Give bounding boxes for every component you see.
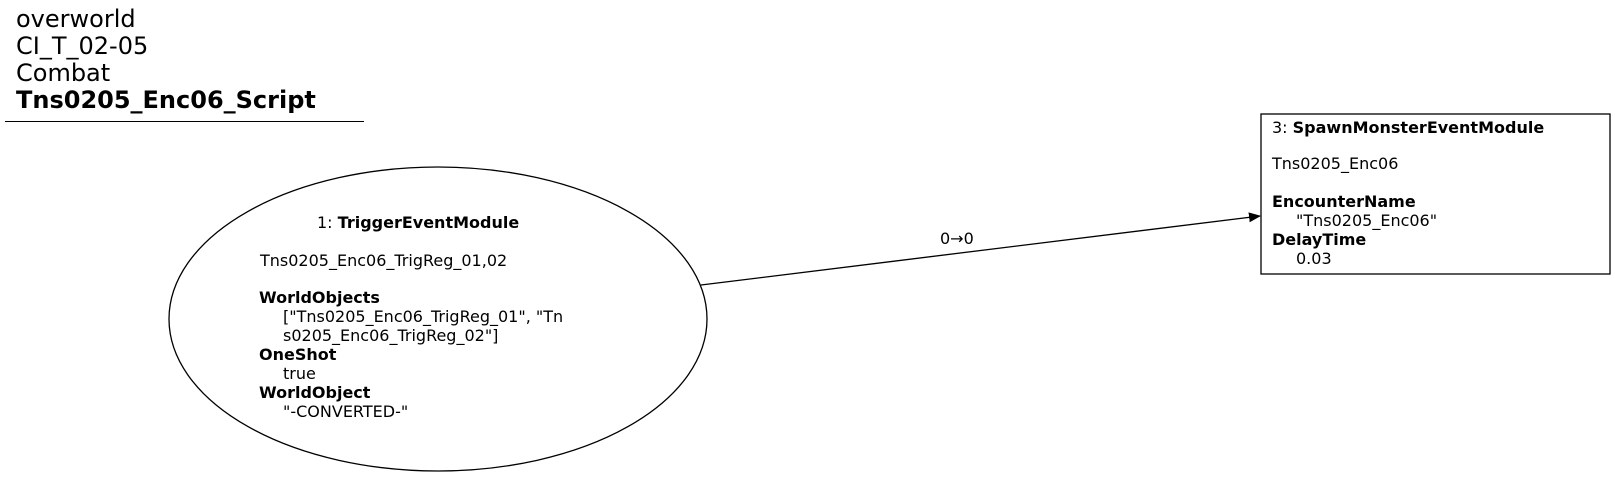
node-3-prop-key: DelayTime: [1272, 230, 1367, 249]
title-area: CI_T_02-05: [16, 32, 149, 60]
edge-label: 0→0: [940, 229, 974, 248]
node-3-box[interactable]: [1260, 113, 1611, 275]
title-script: Tns0205_Enc06_Script: [16, 86, 316, 114]
node-3-props: EncounterName "Tns0205_Enc06" DelayTime …: [1272, 192, 1437, 268]
node-1-prop-key: WorldObject: [259, 383, 371, 402]
node-1-prop-key: WorldObjects: [259, 288, 380, 307]
node-1-id: 1:: [317, 213, 338, 232]
title-underline: [5, 121, 364, 122]
node-1-prop-value: ["Tns0205_Enc06_TrigReg_01", "Tn: [283, 307, 564, 326]
node-1-prop-value: "-CONVERTED-": [283, 402, 409, 421]
node-3-header: 3: SpawnMonsterEventModule: [1272, 118, 1544, 137]
node-1-prop-key: OneShot: [259, 345, 337, 364]
node-1-type: TriggerEventModule: [337, 213, 520, 232]
title-level: overworld: [16, 5, 136, 33]
graph-title: overworld CI_T_02-05 Combat Tns0205_Enc0…: [16, 6, 316, 114]
node-3-id: 3:: [1272, 118, 1293, 137]
node-1-prop-value: true: [283, 364, 316, 383]
node-1-header: 1: TriggerEventModule: [317, 213, 519, 232]
title-category: Combat: [16, 59, 111, 87]
edge-1-to-3[interactable]: [700, 212, 1261, 286]
node-3-prop-key: EncounterName: [1272, 192, 1416, 211]
node-3-name: Tns0205_Enc06: [1272, 154, 1399, 173]
node-1-name: Tns0205_Enc06_TrigReg_01,02: [260, 251, 508, 270]
node-3-prop-value: 0.03: [1296, 249, 1332, 268]
node-3-type: SpawnMonsterEventModule: [1292, 118, 1545, 137]
node-1-prop-value: s0205_Enc06_TrigReg_02"]: [283, 326, 499, 345]
node-1-ellipse[interactable]: [168, 166, 708, 472]
node-1-props: WorldObjects ["Tns0205_Enc06_TrigReg_01"…: [259, 288, 563, 421]
node-3-prop-value: "Tns0205_Enc06": [1296, 211, 1438, 230]
